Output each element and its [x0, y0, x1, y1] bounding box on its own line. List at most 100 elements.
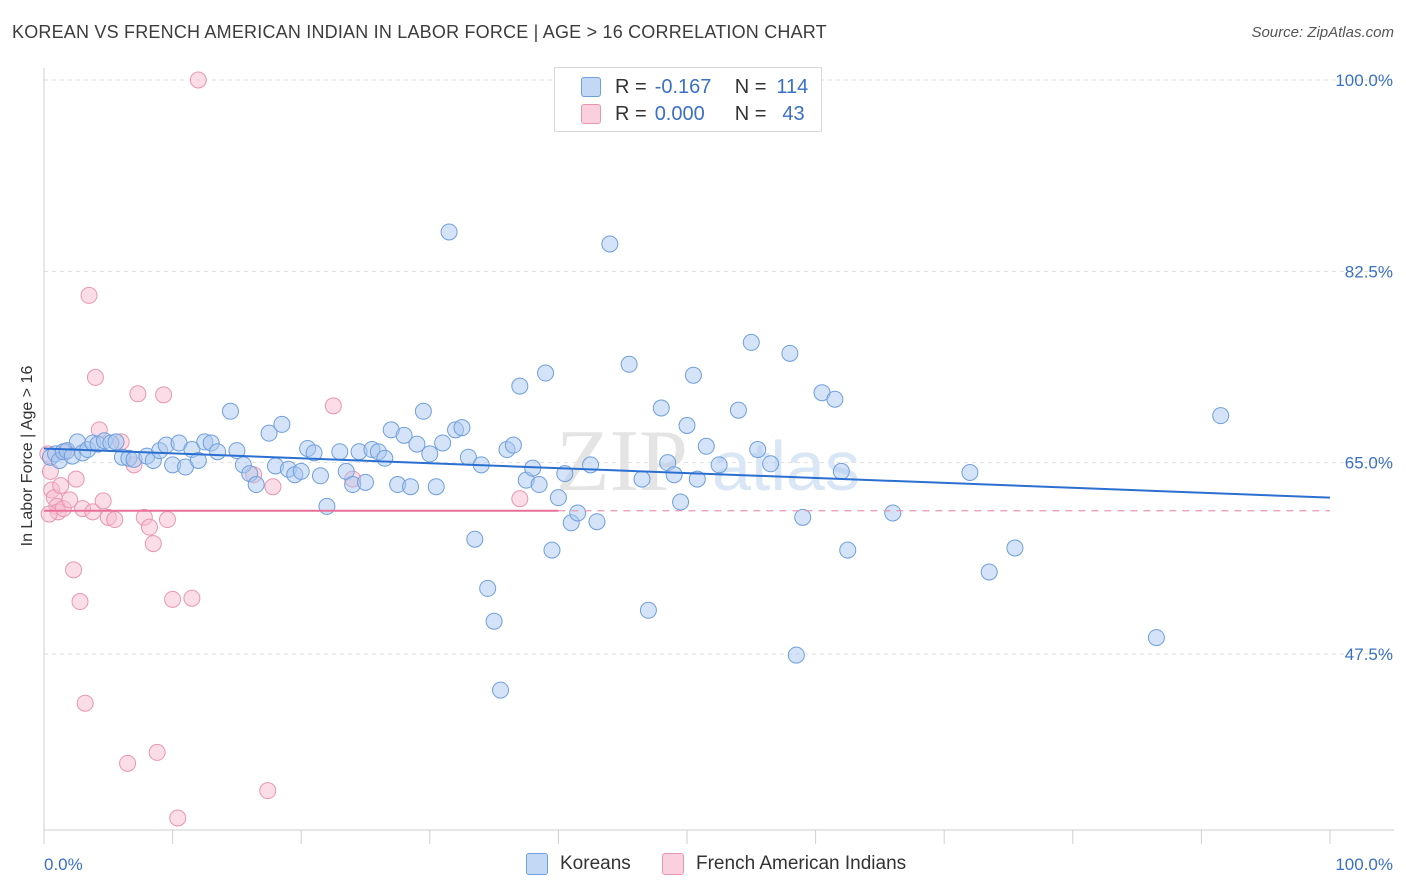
legend-row-french-american-indians: R = 0.000 N = 43 — [581, 101, 805, 127]
korean-point — [729, 401, 747, 419]
french-american-indian-point — [164, 590, 182, 608]
french-american-indian-point — [158, 511, 176, 529]
korean-point — [839, 541, 857, 559]
korean-point — [395, 426, 413, 444]
french-american-indian-point — [52, 477, 70, 495]
korean-point — [749, 441, 767, 459]
n-label: N = — [734, 75, 767, 98]
french-american-indian-point — [71, 593, 89, 611]
n-label: N = — [734, 102, 767, 125]
legend-label: French American Indians — [696, 853, 907, 874]
chart-title: KOREAN VS FRENCH AMERICAN INDIAN IN LABO… — [12, 22, 827, 42]
korean-point — [466, 530, 484, 548]
korean-point — [260, 424, 278, 442]
korean-point — [440, 223, 458, 241]
korean-point — [826, 390, 844, 408]
korean-point — [408, 435, 426, 453]
r-label: R = — [615, 102, 647, 125]
french-american-indian-point — [140, 518, 158, 536]
y-tick-label: 47.5% — [1345, 645, 1393, 664]
korean-point — [485, 612, 503, 630]
correlation-legend: R = -0.167 N = 114 R = 0.000 N = 43 — [554, 67, 822, 132]
y-tick-label: 82.5% — [1345, 262, 1393, 281]
r-value: 0.000 — [654, 102, 705, 125]
legend-row-koreans: R = -0.167 N = 114 — [581, 74, 808, 100]
x-tick-label: 0.0% — [44, 855, 83, 874]
korean-points — [41, 223, 1230, 699]
blue-swatch-icon — [581, 77, 601, 97]
french-american-indian-point — [94, 492, 112, 510]
bottom-legend-french-american-indians: French American Indians — [662, 851, 906, 877]
korean-point — [697, 437, 715, 455]
legend-label: Koreans — [560, 853, 631, 874]
korean-point — [479, 579, 497, 597]
korean-point — [331, 443, 349, 461]
korean-trend-line — [43, 447, 1331, 499]
r-value: -0.167 — [654, 75, 712, 98]
french-american-indian-point — [155, 386, 173, 404]
korean-point — [311, 467, 329, 485]
french-american-indian-point — [148, 743, 166, 761]
french-american-indian-point — [119, 754, 137, 772]
grid-lines — [44, 79, 1394, 655]
korean-point — [639, 601, 657, 619]
french-american-indian-points — [39, 71, 529, 827]
french-american-indian-point — [183, 589, 201, 607]
korean-point — [209, 443, 227, 461]
korean-point — [884, 504, 902, 522]
korean-point — [402, 478, 420, 496]
french-american-indian-point — [80, 286, 98, 304]
korean-point — [376, 449, 394, 467]
trend-lines — [43, 447, 1331, 512]
korean-point — [588, 513, 606, 531]
korean-point — [787, 646, 805, 664]
korean-point — [414, 402, 432, 420]
korean-point — [530, 476, 548, 494]
korean-point — [511, 377, 529, 395]
bottom-legend-koreans: Koreans — [526, 851, 631, 877]
french-american-indian-point — [324, 397, 342, 415]
french-american-indian-point — [511, 490, 529, 508]
korean-point — [247, 476, 265, 494]
korean-point — [1006, 539, 1024, 557]
french-american-indian-point — [264, 478, 282, 496]
korean-point — [742, 333, 760, 351]
french-american-indian-point — [189, 71, 207, 89]
korean-point — [273, 415, 291, 433]
korean-point — [434, 434, 452, 452]
blue-swatch-icon — [526, 853, 548, 875]
korean-point — [672, 493, 690, 511]
korean-point — [794, 508, 812, 526]
korean-point — [292, 462, 310, 480]
french-american-indian-point — [84, 503, 102, 521]
french-american-indian-point — [40, 505, 58, 523]
korean-point — [453, 419, 471, 437]
korean-point — [569, 504, 587, 522]
korean-point — [832, 462, 850, 480]
y-tick-label: 65.0% — [1345, 454, 1393, 473]
n-value: 114 — [776, 75, 809, 98]
y-tick-label: 100.0% — [1335, 71, 1393, 90]
pink-swatch-icon — [581, 104, 601, 124]
french-american-indian-point — [144, 535, 162, 553]
korean-point — [357, 473, 374, 491]
korean-point — [1212, 407, 1230, 425]
french-american-indian-point — [169, 809, 187, 827]
french-american-indian-point — [259, 782, 277, 800]
pink-swatch-icon — [662, 853, 684, 875]
korean-point — [684, 366, 702, 384]
korean-point — [781, 344, 799, 362]
french-american-indian-point — [65, 561, 83, 579]
korean-point — [633, 470, 651, 488]
korean-point — [427, 478, 445, 496]
korean-point — [556, 465, 574, 483]
french-american-indian-point — [86, 368, 104, 386]
korean-point — [189, 451, 207, 469]
korean-point — [305, 444, 323, 462]
korean-point — [492, 681, 510, 699]
korean-point — [678, 416, 696, 434]
korean-point — [228, 442, 246, 460]
tick-labels: 47.5% 65.0% 82.5% 100.0% 0.0% 100.0% — [44, 71, 1393, 874]
korean-point — [221, 402, 239, 420]
